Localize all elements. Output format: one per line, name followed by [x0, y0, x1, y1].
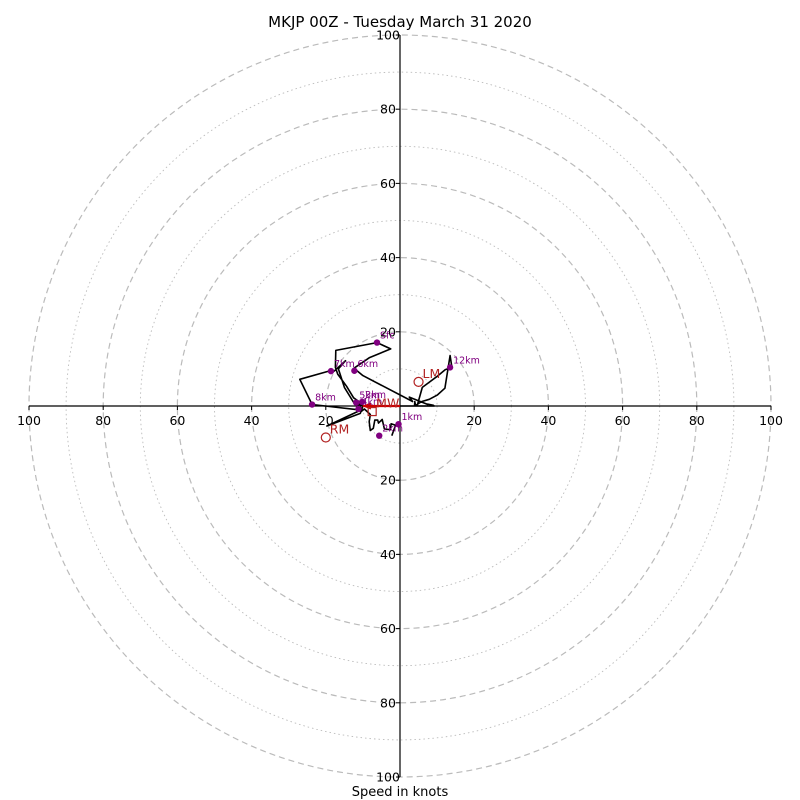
height-label: 7km — [334, 359, 355, 370]
storm-motion-label: MW — [376, 396, 399, 411]
x-tick-label: 40 — [244, 413, 260, 428]
height-label: 1km — [402, 412, 423, 423]
chart-title: MKJP 00Z - Tuesday March 31 2020 — [268, 13, 532, 31]
height-label: 12km — [453, 355, 480, 366]
x-axis-label: Speed in knots — [352, 785, 449, 800]
height-marker — [358, 398, 366, 406]
height-label: 8km — [315, 393, 336, 404]
y-tick-label: 80 — [380, 102, 396, 117]
storm-motion-markers: LM RM MW — [320, 366, 441, 443]
hodograph-tick-labels: 2020202040404040606060608080808010010010… — [17, 28, 783, 785]
x-tick-label: 60 — [169, 413, 185, 428]
x-tick-label: 40 — [540, 413, 556, 428]
y-tick-label: 60 — [380, 621, 396, 636]
height-marker — [373, 339, 381, 346]
x-tick-label: 60 — [615, 413, 631, 428]
x-tick-label: 80 — [95, 413, 111, 428]
height-marker — [355, 405, 362, 413]
left-mover-marker — [413, 376, 424, 387]
y-tick-label: 60 — [380, 176, 396, 191]
y-tick-label: 40 — [380, 547, 396, 562]
height-marker — [308, 401, 316, 408]
mean-wind-marker — [367, 406, 377, 417]
height-marker — [327, 367, 335, 375]
height-label: 4km — [361, 397, 382, 408]
y-tick-label: 100 — [376, 770, 400, 785]
y-tick-label: 40 — [380, 250, 396, 265]
height-marker — [376, 432, 383, 439]
height-label: 2km — [382, 424, 403, 435]
y-tick-label: 20 — [380, 473, 396, 488]
x-tick-label: 100 — [759, 413, 783, 428]
y-tick-label: 100 — [376, 28, 400, 43]
height-label: 5km — [359, 391, 380, 402]
height-label: 6km — [357, 359, 378, 370]
right-mover-marker — [320, 432, 331, 443]
height-label: Sfc — [380, 331, 395, 342]
x-tick-label: 20 — [466, 413, 482, 428]
y-tick-label: 80 — [380, 695, 396, 710]
height-marker — [353, 399, 360, 406]
storm-motion-label: RM — [330, 422, 349, 437]
height-marker — [395, 420, 402, 428]
storm-motion-label: LM — [423, 366, 441, 381]
y-tick-label: 20 — [380, 324, 396, 339]
height-label: 3km — [365, 390, 386, 401]
height-marker — [351, 367, 358, 374]
x-tick-label: 80 — [689, 413, 705, 428]
x-tick-label: 100 — [17, 413, 41, 428]
height-marker — [446, 364, 454, 371]
